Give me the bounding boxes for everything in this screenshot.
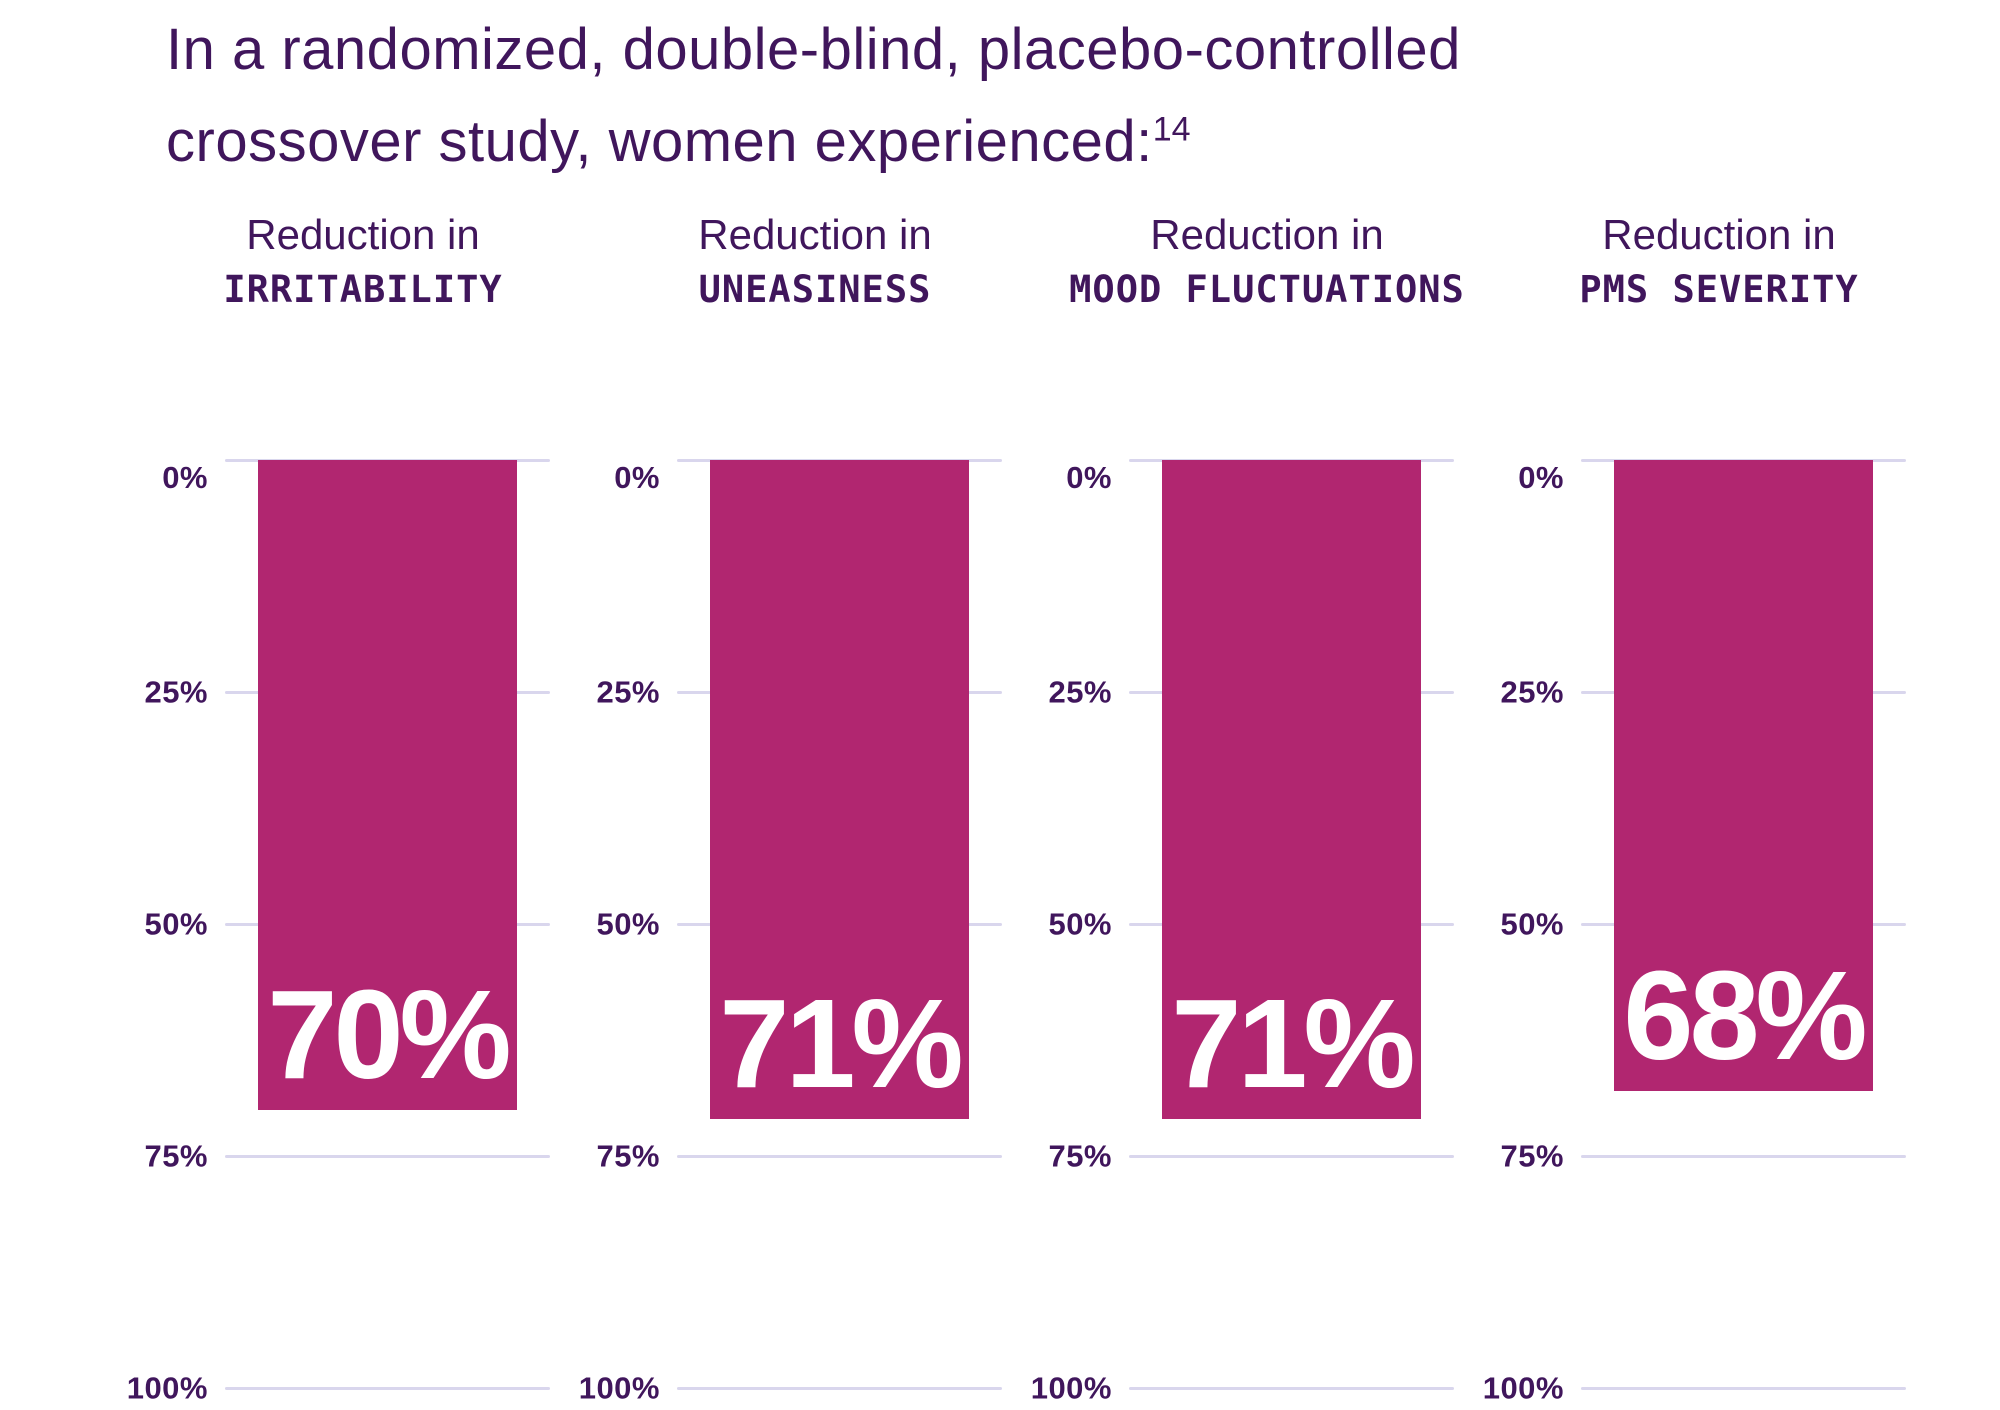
column-header-prefix: Reduction in bbox=[1150, 211, 1384, 258]
page-title-line2-text: crossover study, women experienced: bbox=[166, 109, 1153, 174]
value-bar-irritability: 70% bbox=[258, 460, 517, 1110]
axis-tick-label-50: 50% bbox=[144, 906, 208, 942]
chart-column-mood-fluctuations: Reduction in MOOD FLUCTUATIONS 0% 25% 50% 75%… bbox=[1031, 0, 1519, 1410]
axis-tick-label-25: 25% bbox=[1500, 674, 1564, 710]
gridline-75 bbox=[1581, 1155, 1906, 1158]
axis-tick-label-50: 50% bbox=[596, 906, 660, 942]
axis-tick-label-0: 0% bbox=[614, 460, 660, 495]
axis-tick-label-50: 50% bbox=[1048, 906, 1112, 942]
column-header-prefix: Reduction in bbox=[1602, 211, 1836, 258]
chart-column-irritability: Reduction in IRRITABILITY 0% 25% 50% 75% 100% 7… bbox=[127, 0, 615, 1410]
axis-tick-label-100: 100% bbox=[1482, 1370, 1564, 1406]
value-bar-mood-fluctuations: 71% bbox=[1162, 460, 1421, 1119]
axis-tick-label-100: 100% bbox=[1030, 1370, 1112, 1406]
column-header-category: PMS SEVERITY bbox=[1579, 268, 1859, 311]
gridline-75 bbox=[225, 1155, 550, 1158]
value-bar-uneasiness: 71% bbox=[710, 460, 969, 1119]
axis-tick-label-25: 25% bbox=[1048, 674, 1112, 710]
axis-tick-label-50: 50% bbox=[1500, 906, 1564, 942]
chart-column-pms-severity: Reduction in PMS SEVERITY 0% 25% 50% 75% 100% 6… bbox=[1483, 0, 1971, 1410]
gridline-75 bbox=[677, 1155, 1002, 1158]
column-header-mood-fluctuations: Reduction in MOOD FLUCTUATIONS bbox=[1041, 210, 1493, 312]
page-title: In a randomized, double-blind, placebo-c… bbox=[166, 4, 1461, 188]
column-header-uneasiness: Reduction in UNEASINESS bbox=[589, 210, 1041, 312]
column-header-irritability: Reduction in IRRITABILITY bbox=[137, 210, 589, 312]
footnote-marker: 14 bbox=[1152, 110, 1191, 149]
page-title-line2: crossover study, women experienced:14 bbox=[166, 96, 1461, 188]
axis-tick-label-25: 25% bbox=[144, 674, 208, 710]
plot-area-irritability: 0% 25% 50% 75% 100% 70% bbox=[127, 459, 550, 1404]
axis-tick-label-100: 100% bbox=[578, 1370, 660, 1406]
plot-area-mood-fluctuations: 0% 25% 50% 75% 100% 71% bbox=[1031, 459, 1454, 1404]
bar-value-label: 68% bbox=[1623, 945, 1867, 1087]
axis-tick-label-75: 75% bbox=[596, 1138, 660, 1174]
gridline-100 bbox=[677, 1387, 1002, 1390]
plot-area-uneasiness: 0% 25% 50% 75% 100% 71% bbox=[579, 459, 1002, 1404]
bar-value-label: 71% bbox=[1171, 972, 1415, 1114]
value-bar-pms-severity: 68% bbox=[1614, 460, 1873, 1092]
axis-tick-label-25: 25% bbox=[596, 674, 660, 710]
axis-tick-label-0: 0% bbox=[1066, 460, 1112, 495]
axis-tick-label-0: 0% bbox=[1518, 460, 1564, 495]
axis-tick-label-75: 75% bbox=[144, 1138, 208, 1174]
column-header-prefix: Reduction in bbox=[698, 211, 932, 258]
charts-container: Reduction in IRRITABILITY 0% 25% 50% 75% 100% 7… bbox=[127, 0, 1971, 1410]
gridline-100 bbox=[1129, 1387, 1454, 1390]
column-header-category: UNEASINESS bbox=[698, 268, 932, 311]
axis-tick-label-75: 75% bbox=[1048, 1138, 1112, 1174]
column-header-category: MOOD FLUCTUATIONS bbox=[1069, 268, 1465, 311]
column-header-pms-severity: Reduction in PMS SEVERITY bbox=[1493, 210, 1945, 312]
bar-value-label: 71% bbox=[719, 972, 963, 1114]
chart-column-uneasiness: Reduction in UNEASINESS 0% 25% 50% 75% 100% 71% bbox=[579, 0, 1067, 1410]
plot-area-pms-severity: 0% 25% 50% 75% 100% 68% bbox=[1483, 459, 1906, 1404]
column-header-prefix: Reduction in bbox=[246, 211, 480, 258]
bar-value-label: 70% bbox=[267, 963, 511, 1105]
axis-tick-label-100: 100% bbox=[126, 1370, 208, 1406]
gridline-100 bbox=[225, 1387, 550, 1390]
column-header-category: IRRITABILITY bbox=[223, 268, 503, 311]
page-title-line1: In a randomized, double-blind, placebo-c… bbox=[166, 17, 1461, 82]
axis-tick-label-75: 75% bbox=[1500, 1138, 1564, 1174]
gridline-100 bbox=[1581, 1387, 1906, 1390]
axis-tick-label-0: 0% bbox=[162, 460, 208, 495]
gridline-75 bbox=[1129, 1155, 1454, 1158]
